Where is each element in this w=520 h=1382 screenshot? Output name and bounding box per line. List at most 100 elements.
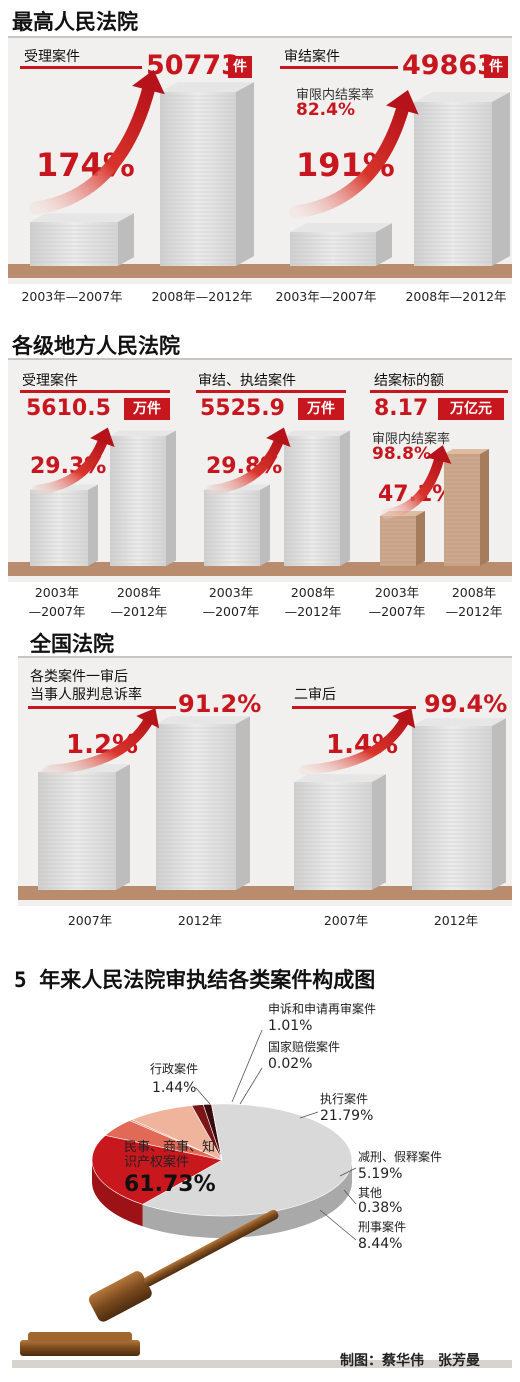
supreme-accepted-unit: 件 xyxy=(228,56,252,78)
local-xlabel-4-line2: —2012年 xyxy=(284,604,342,619)
supreme-concluded-unit: 件 xyxy=(484,56,508,78)
pie-label-civil: 民事、商事、知识产权案件 xyxy=(124,1140,216,1170)
gavel-base xyxy=(20,1340,140,1356)
local-xlabel-6-line2: —2012年 xyxy=(445,604,503,619)
local-amount-label: 结案标的额 xyxy=(374,373,444,389)
pie-leader-appeal xyxy=(231,1029,263,1103)
supreme-bar-accepted-2008-2012 xyxy=(160,82,254,266)
supreme-section-title: 最高人民法院 xyxy=(12,10,138,34)
national-section-title: 全国法院 xyxy=(30,632,114,656)
national-second-value: 99.4% xyxy=(424,690,508,718)
supreme-bar-accepted-2003-2007 xyxy=(30,213,134,266)
local-xlabel-1: 2003年 —2007年 xyxy=(18,582,96,620)
national-second-line xyxy=(292,706,416,709)
gavel-illustration xyxy=(12,1209,512,1368)
national-ground xyxy=(18,886,512,900)
national-bar-2007-second xyxy=(294,774,386,890)
supreme-concluded-label: 审结案件 xyxy=(284,49,340,65)
table-surface xyxy=(12,1360,512,1368)
credit-text: 制图：蔡华伟 张芳曼 xyxy=(340,1353,480,1369)
local-bar-amount-2003-2007 xyxy=(380,511,425,566)
pie-label-appeal: 申诉和申请再审案件 xyxy=(268,1002,377,1016)
pie-value-civil: 61.73% xyxy=(124,1172,216,1197)
national-xlabel-1: 2007年 xyxy=(67,913,113,928)
pie-leader-other xyxy=(343,1189,357,1205)
local-xlabel-5-line1: 2003年 xyxy=(374,585,420,600)
local-accepted-line xyxy=(20,390,170,393)
local-accepted-label: 受理案件 xyxy=(22,373,78,389)
local-xlabel-6-line1: 2008年 xyxy=(451,585,497,600)
local-bar-accepted-2003-2007 xyxy=(30,484,98,566)
local-xlabel-3: 2003年 —2007年 xyxy=(192,582,270,620)
local-amount-growth-arrow xyxy=(381,445,452,519)
pie-value-administrative: 1.44% xyxy=(152,1080,197,1096)
national-first-value: 91.2% xyxy=(178,690,262,718)
pie-slice-7 xyxy=(211,1103,223,1161)
gavel-base-top xyxy=(28,1332,132,1342)
pie-slice-side-0-0 xyxy=(142,1160,352,1238)
local-bar-concluded-2008-2012 xyxy=(284,430,350,566)
supreme-accepted-growth-arrow xyxy=(29,69,165,215)
national-xlabel-4: 2012年 xyxy=(433,913,479,928)
local-xlabel-2: 2008年 —2012年 xyxy=(100,582,178,620)
pie-slice-0 xyxy=(141,1103,353,1217)
supreme-concluded-line xyxy=(280,66,398,69)
pie-value-compensation: 0.02% xyxy=(268,1056,313,1072)
local-bar-accepted-2008-2012 xyxy=(110,430,176,566)
national-second-label: 二审后 xyxy=(294,687,336,703)
local-amount-line xyxy=(370,390,508,393)
pie-label-execution: 执行案件 xyxy=(320,1092,369,1106)
national-second-growth-arrow xyxy=(299,708,416,775)
local-xlabel-2-line2: —2012年 xyxy=(110,604,168,619)
national-xlabel-3: 2007年 xyxy=(323,913,369,928)
local-concluded-label: 审结、执结案件 xyxy=(198,373,296,389)
national-first-growth-arrow xyxy=(43,708,160,775)
local-xlabel-3-line2: —2007年 xyxy=(202,604,260,619)
supreme-rate-value: 82.4% xyxy=(296,100,355,120)
local-rate-value: 98.8% xyxy=(372,444,431,464)
pie-leader-execution xyxy=(299,1111,319,1119)
pie-label-commutation: 减刑、假释案件 xyxy=(358,1150,443,1164)
supreme-xlabel-4: 2008年—2012年 xyxy=(405,289,507,304)
local-bar-concluded-2003-2007 xyxy=(204,484,270,566)
local-accepted-value: 5610.5 xyxy=(26,396,111,421)
local-bar-amount-2008-2012 xyxy=(444,449,489,566)
pie-leader-compensation xyxy=(239,1067,263,1105)
local-concluded-value: 5525.9 xyxy=(200,396,285,421)
local-xlabel-6: 2008年 —2012年 xyxy=(434,582,514,620)
local-amount-unit: 万亿元 xyxy=(438,398,504,420)
local-xlabel-3-line1: 2003年 xyxy=(208,585,254,600)
local-amount-value: 8.17 xyxy=(374,396,429,421)
local-concluded-growth-arrow xyxy=(205,427,291,495)
national-bar-2007-first xyxy=(38,764,130,890)
local-xlabel-4-line1: 2008年 xyxy=(290,585,336,600)
pie-slice-side-1-0 xyxy=(92,1160,143,1227)
supreme-concluded-growth-arrow xyxy=(289,89,419,219)
supreme-xlabel-1: 2003年—2007年 xyxy=(21,289,123,304)
pie-label-criminal: 刑事案件 xyxy=(358,1220,407,1234)
pie-leader-administrative xyxy=(195,1087,211,1105)
local-xlabel-1-line2: —2007年 xyxy=(28,604,86,619)
supreme-bar-concluded-2008-2012 xyxy=(414,92,510,266)
supreme-rate-label: 审限内结案率 xyxy=(296,88,375,103)
local-xlabel-4: 2008年 —2012年 xyxy=(274,582,352,620)
national-first-label-2: 当事人服判息诉率 xyxy=(30,687,142,703)
supreme-accepted-value: 50773 xyxy=(146,50,240,81)
local-accepted-unit: 万件 xyxy=(124,398,170,420)
pie-value-commutation: 5.19% xyxy=(358,1166,403,1182)
national-first-label-1: 各类案件一审后 xyxy=(30,669,128,685)
gavel-handle xyxy=(144,1209,279,1287)
supreme-accepted-label: 受理案件 xyxy=(24,49,80,65)
supreme-xlabel-3: 2003年—2007年 xyxy=(275,289,377,304)
local-section-title: 各级地方人民法院 xyxy=(12,334,180,358)
supreme-xlabel-2: 2008年—2012年 xyxy=(151,289,253,304)
pie-slice-1 xyxy=(91,1135,223,1205)
local-concluded-unit: 万件 xyxy=(298,398,344,420)
pie-leader-commutation xyxy=(339,1167,357,1177)
national-bar-2012-second xyxy=(412,718,506,890)
local-xlabel-2-line1: 2008年 xyxy=(116,585,162,600)
national-xlabel-2: 2012年 xyxy=(177,913,223,928)
pie-label-compensation: 国家赔偿案件 xyxy=(268,1040,341,1054)
local-concluded-line xyxy=(196,390,346,393)
